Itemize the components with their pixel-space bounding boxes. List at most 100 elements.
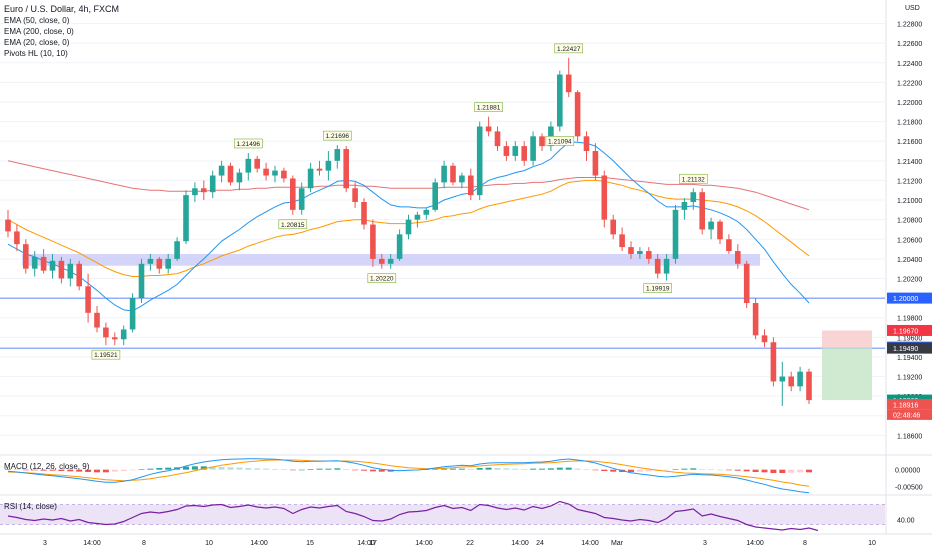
price-label-bg [887, 342, 932, 354]
candle-body [788, 376, 794, 387]
pivot-text: 1.20815 [281, 222, 305, 229]
rsi-tick: 40.00 [897, 518, 915, 525]
macd-histogram-bar [521, 469, 528, 470]
candle-body [23, 244, 29, 269]
macd-histogram-bar [254, 468, 261, 470]
pivot-text: 1.21094 [548, 138, 572, 145]
candle-body [120, 329, 127, 340]
candle [619, 227, 625, 252]
indicator-ema50[interactable]: EMA (50, close, 0) [4, 16, 70, 25]
macd-histogram-bar [556, 467, 563, 470]
candle [752, 298, 759, 340]
candle [14, 224, 20, 252]
candle [112, 332, 118, 346]
candle-body [672, 209, 679, 259]
price-tick: 1.18600 [897, 433, 922, 440]
candle [103, 322, 109, 346]
candle-body [379, 258, 385, 264]
macd-histogram-bar [636, 469, 643, 472]
candle-body [761, 335, 768, 343]
candle [663, 253, 670, 281]
macd-histogram-bar [574, 468, 581, 470]
macd-histogram-bar [717, 469, 723, 471]
macd-histogram-bar [565, 467, 572, 470]
indicator-pivots[interactable]: Pivots HL (10, 10) [4, 49, 68, 58]
support-zone [680, 253, 760, 266]
pivot-box [278, 219, 308, 230]
macd-histogram-bar [22, 469, 29, 471]
candle-body [646, 251, 652, 259]
macd-histogram-bar [316, 468, 323, 470]
candle [129, 293, 136, 333]
candle-body [316, 168, 323, 171]
time-tick: 15 [306, 540, 314, 547]
macd-histogram-bar [31, 469, 38, 471]
candle-body [290, 178, 296, 210]
candle-body [423, 209, 430, 215]
candle [307, 162, 314, 193]
candle-body [254, 158, 260, 169]
macd-histogram-bar [663, 469, 670, 471]
macd-histogram-bar [583, 469, 590, 470]
candle-body [227, 165, 234, 183]
pivot-box [234, 138, 263, 149]
candle-body [67, 263, 74, 279]
candle [539, 133, 545, 152]
candle [352, 182, 358, 208]
candle [681, 198, 688, 220]
price-tick: 1.21000 [897, 198, 922, 205]
candle [592, 143, 599, 181]
chart-legend: Euro / U.S. Dollar, 4h, FXCM EMA (50, cl… [4, 4, 119, 59]
candle-body [58, 260, 65, 279]
macd-histogram-bar [129, 469, 136, 471]
rsi-band [0, 504, 885, 525]
candle-body [174, 241, 180, 259]
macd-histogram-bar [245, 468, 252, 470]
candle [67, 258, 74, 287]
candle-body [405, 219, 412, 235]
indicator-ema20[interactable]: EMA (20, close, 0) [4, 38, 70, 47]
price-label-text: 1.20000 [893, 296, 918, 303]
price-label-text: 1.19670 [893, 328, 918, 335]
price-label-bg [887, 398, 932, 410]
pivot-box [678, 173, 708, 184]
macd-label[interactable]: MACD (12, 26, close, 9) [4, 462, 90, 471]
pivot-text: 1.21132 [682, 176, 705, 183]
candle [165, 253, 171, 274]
time-tick: 3 [703, 540, 707, 547]
symbol-title: Euro / U.S. Dollar, 4h, FXCM [4, 4, 120, 14]
pivot-label: 1.20220 [367, 273, 397, 283]
candle-body [637, 251, 643, 254]
candle-body [343, 149, 349, 189]
macd-histogram-bar [76, 469, 83, 472]
indicator-ema200[interactable]: EMA (200, close, 0) [4, 27, 74, 36]
price-tick: 1.21600 [897, 139, 922, 146]
macd-histogram-bar [191, 466, 198, 470]
rsi-label[interactable]: RSI (14, close) [4, 502, 57, 511]
price-tick: 1.22600 [897, 41, 922, 48]
macd-histogram-bar [40, 469, 47, 471]
pivot-box [554, 43, 584, 54]
macd-histogram-bar [806, 469, 812, 473]
candle-body [797, 371, 803, 387]
candle [414, 211, 421, 228]
candle-body [281, 170, 287, 179]
candle [370, 219, 376, 267]
macd-histogram-bar [797, 469, 804, 473]
candle-body [557, 74, 563, 127]
candle [192, 182, 198, 203]
macd-histogram-bar [645, 469, 652, 472]
candle [450, 162, 456, 186]
candle [85, 273, 91, 323]
candle [761, 329, 768, 348]
macd-histogram-bar [5, 469, 11, 470]
pivot-box [643, 283, 673, 293]
candle [423, 207, 430, 220]
candle [334, 145, 341, 169]
candle-body [654, 258, 661, 274]
macd-histogram-bar [58, 469, 65, 471]
candle [316, 160, 323, 176]
pivot-box [322, 130, 352, 141]
candle [254, 155, 260, 173]
